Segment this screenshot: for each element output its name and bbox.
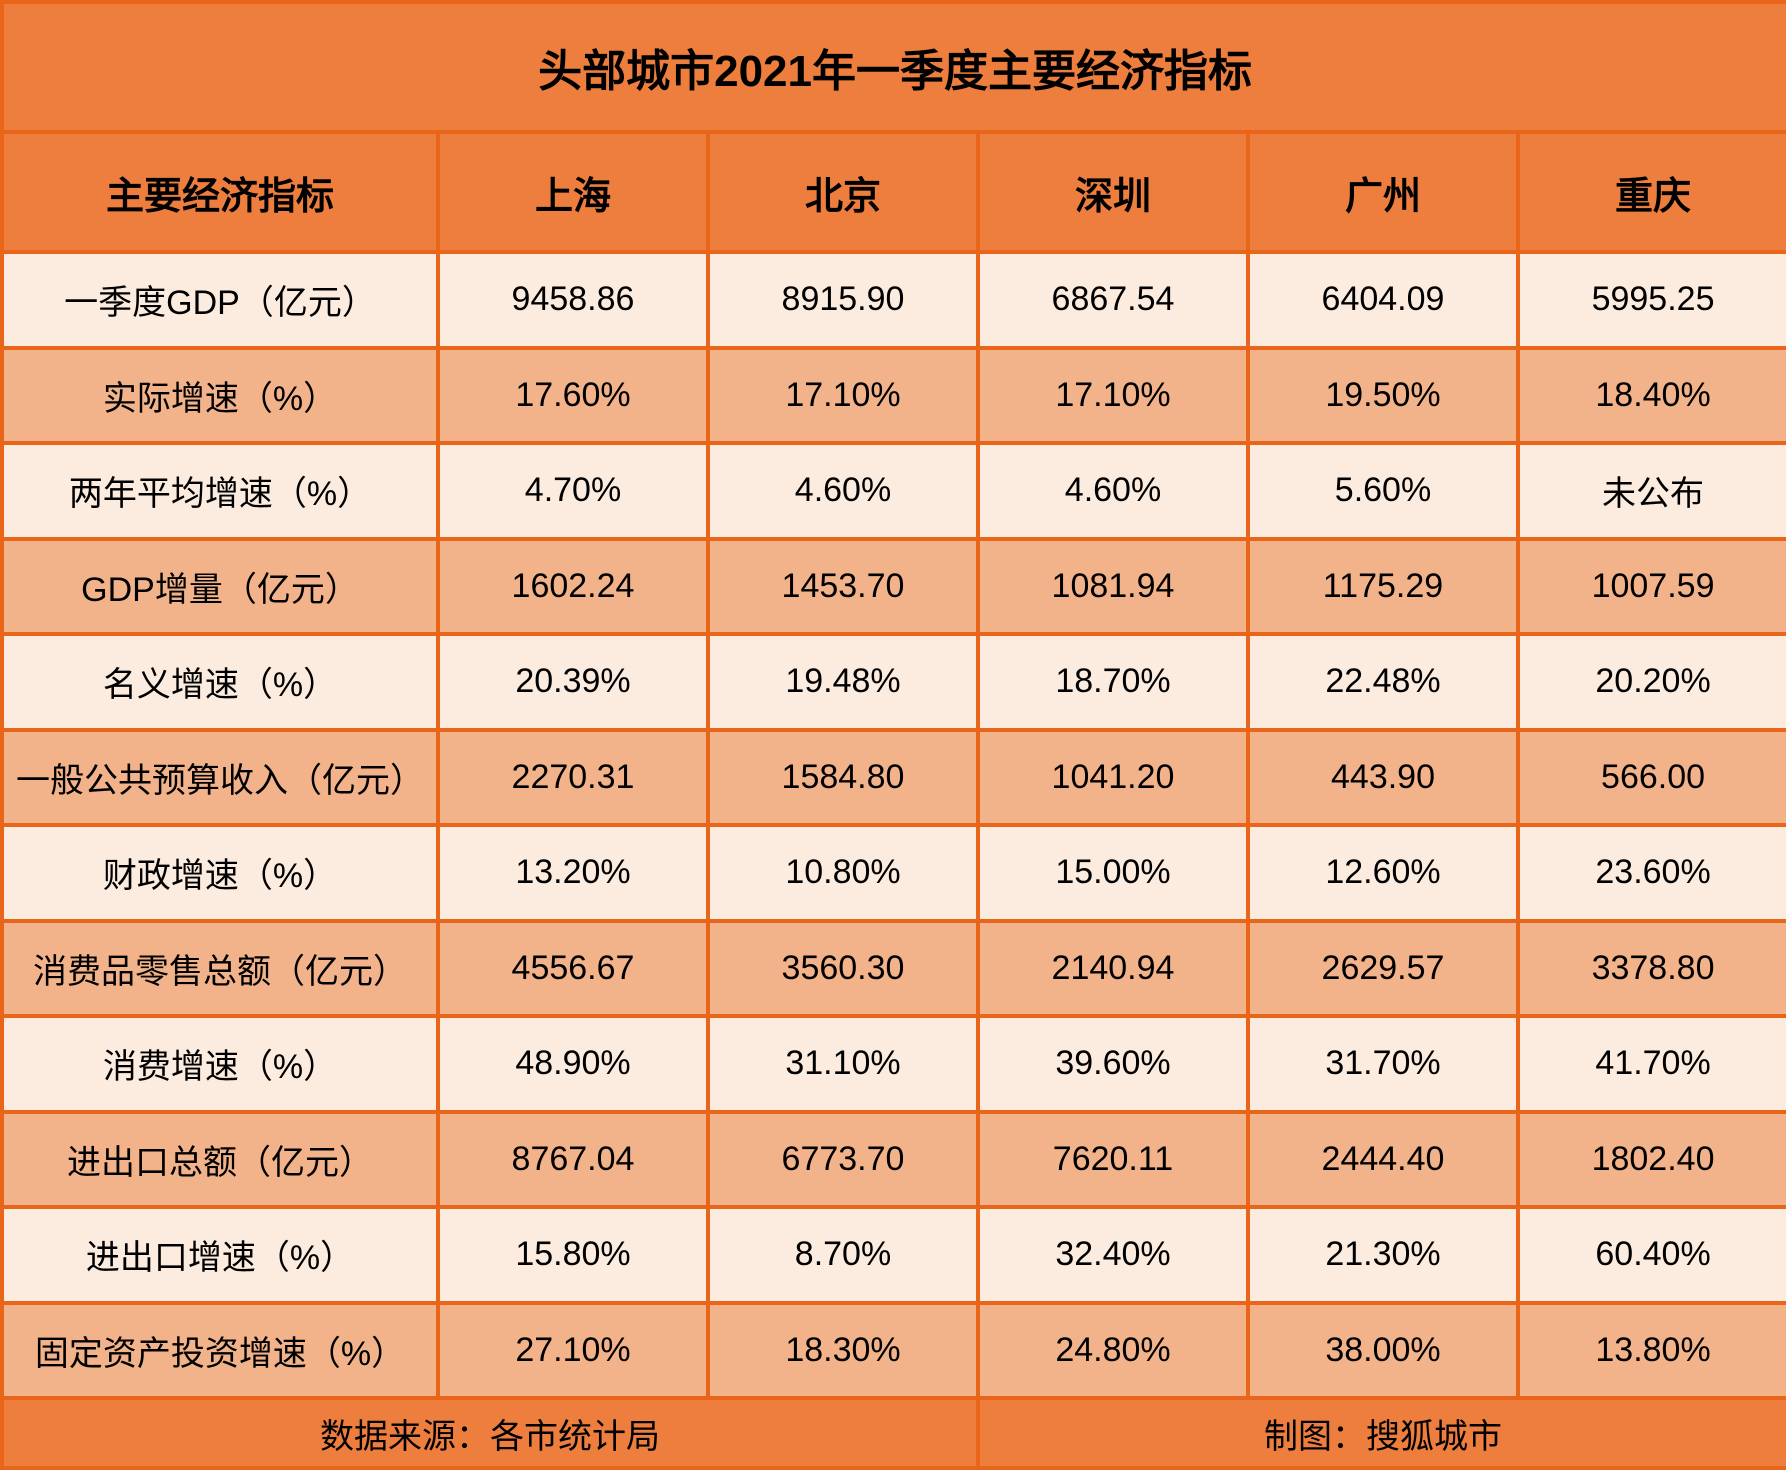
data-cell: 8767.04 <box>438 1112 708 1208</box>
data-cell: 15.00% <box>978 825 1248 921</box>
data-cell: 4556.67 <box>438 921 708 1017</box>
table-row: 进出口增速（%）15.80%8.70%32.40%21.30%60.40% <box>2 1207 1786 1303</box>
data-cell: 23.60% <box>1518 825 1786 921</box>
footer-row: 数据来源：各市统计局 制图：搜狐城市 <box>2 1398 1786 1468</box>
data-cell: 443.90 <box>1248 730 1518 826</box>
data-cell: 31.10% <box>708 1016 978 1112</box>
data-cell: 19.48% <box>708 634 978 730</box>
data-cell: 1041.20 <box>978 730 1248 826</box>
data-cell: 17.10% <box>708 348 978 444</box>
data-cell: 2140.94 <box>978 921 1248 1017</box>
data-cell: 1453.70 <box>708 539 978 635</box>
data-cell: 13.20% <box>438 825 708 921</box>
data-cell: 31.70% <box>1248 1016 1518 1112</box>
indicator-label: 固定资产投资增速（%） <box>2 1303 438 1399</box>
header-city: 广州 <box>1248 132 1518 252</box>
data-cell: 17.10% <box>978 348 1248 444</box>
data-cell: 17.60% <box>438 348 708 444</box>
data-cell: 13.80% <box>1518 1303 1786 1399</box>
header-indicator: 主要经济指标 <box>2 132 438 252</box>
data-cell: 20.39% <box>438 634 708 730</box>
indicator-label: 进出口总额（亿元） <box>2 1112 438 1208</box>
data-cell: 22.48% <box>1248 634 1518 730</box>
data-cell: 9458.86 <box>438 252 708 348</box>
table-row: 一季度GDP（亿元）9458.868915.906867.546404.0959… <box>2 252 1786 348</box>
header-city: 深圳 <box>978 132 1248 252</box>
data-cell: 2629.57 <box>1248 921 1518 1017</box>
data-cell: 8.70% <box>708 1207 978 1303</box>
economic-indicators-table: 头部城市2021年一季度主要经济指标 主要经济指标 上海 北京 深圳 广州 重庆… <box>0 0 1786 1470</box>
indicator-label: GDP增量（亿元） <box>2 539 438 635</box>
data-cell: 19.50% <box>1248 348 1518 444</box>
data-cell: 41.70% <box>1518 1016 1786 1112</box>
indicator-label: 实际增速（%） <box>2 348 438 444</box>
header-city: 重庆 <box>1518 132 1786 252</box>
table-row: 实际增速（%）17.60%17.10%17.10%19.50%18.40% <box>2 348 1786 444</box>
data-cell: 3378.80 <box>1518 921 1786 1017</box>
data-cell: 38.00% <box>1248 1303 1518 1399</box>
indicator-label: 两年平均增速（%） <box>2 443 438 539</box>
data-cell: 5995.25 <box>1518 252 1786 348</box>
data-cell: 21.30% <box>1248 1207 1518 1303</box>
data-cell: 未公布 <box>1518 443 1786 539</box>
table-title: 头部城市2021年一季度主要经济指标 <box>2 2 1786 132</box>
data-cell: 39.60% <box>978 1016 1248 1112</box>
data-cell: 60.40% <box>1518 1207 1786 1303</box>
indicator-label: 进出口增速（%） <box>2 1207 438 1303</box>
table-row: 一般公共预算收入（亿元）2270.311584.801041.20443.905… <box>2 730 1786 826</box>
data-cell: 6773.70 <box>708 1112 978 1208</box>
data-cell: 1007.59 <box>1518 539 1786 635</box>
data-cell: 27.10% <box>438 1303 708 1399</box>
data-cell: 2444.40 <box>1248 1112 1518 1208</box>
footer-source: 数据来源：各市统计局 <box>2 1398 978 1468</box>
title-row: 头部城市2021年一季度主要经济指标 <box>2 2 1786 132</box>
table-body: 一季度GDP（亿元）9458.868915.906867.546404.0959… <box>2 252 1786 1398</box>
data-cell: 4.70% <box>438 443 708 539</box>
data-cell: 32.40% <box>978 1207 1248 1303</box>
header-city: 上海 <box>438 132 708 252</box>
indicator-label: 消费增速（%） <box>2 1016 438 1112</box>
data-cell: 18.30% <box>708 1303 978 1399</box>
data-cell: 12.60% <box>1248 825 1518 921</box>
data-cell: 6404.09 <box>1248 252 1518 348</box>
data-cell: 7620.11 <box>978 1112 1248 1208</box>
table-row: 名义增速（%）20.39%19.48%18.70%22.48%20.20% <box>2 634 1786 730</box>
header-row: 主要经济指标 上海 北京 深圳 广州 重庆 <box>2 132 1786 252</box>
data-cell: 24.80% <box>978 1303 1248 1399</box>
data-cell: 1802.40 <box>1518 1112 1786 1208</box>
data-cell: 18.70% <box>978 634 1248 730</box>
data-cell: 15.80% <box>438 1207 708 1303</box>
data-cell: 5.60% <box>1248 443 1518 539</box>
data-cell: 8915.90 <box>708 252 978 348</box>
data-table: 头部城市2021年一季度主要经济指标 主要经济指标 上海 北京 深圳 广州 重庆… <box>0 0 1786 1470</box>
indicator-label: 消费品零售总额（亿元） <box>2 921 438 1017</box>
data-cell: 4.60% <box>978 443 1248 539</box>
data-cell: 566.00 <box>1518 730 1786 826</box>
header-city: 北京 <box>708 132 978 252</box>
data-cell: 3560.30 <box>708 921 978 1017</box>
indicator-label: 一季度GDP（亿元） <box>2 252 438 348</box>
footer-credit: 制图：搜狐城市 <box>978 1398 1786 1468</box>
data-cell: 1602.24 <box>438 539 708 635</box>
table-row: 消费增速（%）48.90%31.10%39.60%31.70%41.70% <box>2 1016 1786 1112</box>
data-cell: 1175.29 <box>1248 539 1518 635</box>
indicator-label: 一般公共预算收入（亿元） <box>2 730 438 826</box>
indicator-label: 名义增速（%） <box>2 634 438 730</box>
table-row: 进出口总额（亿元）8767.046773.707620.112444.40180… <box>2 1112 1786 1208</box>
data-cell: 10.80% <box>708 825 978 921</box>
data-cell: 1081.94 <box>978 539 1248 635</box>
table-row: 消费品零售总额（亿元）4556.673560.302140.942629.573… <box>2 921 1786 1017</box>
data-cell: 48.90% <box>438 1016 708 1112</box>
table-row: 两年平均增速（%）4.70%4.60%4.60%5.60%未公布 <box>2 443 1786 539</box>
data-cell: 6867.54 <box>978 252 1248 348</box>
table-row: 固定资产投资增速（%）27.10%18.30%24.80%38.00%13.80… <box>2 1303 1786 1399</box>
data-cell: 4.60% <box>708 443 978 539</box>
table-row: 财政增速（%）13.20%10.80%15.00%12.60%23.60% <box>2 825 1786 921</box>
table-row: GDP增量（亿元）1602.241453.701081.941175.29100… <box>2 539 1786 635</box>
data-cell: 1584.80 <box>708 730 978 826</box>
indicator-label: 财政增速（%） <box>2 825 438 921</box>
data-cell: 20.20% <box>1518 634 1786 730</box>
data-cell: 2270.31 <box>438 730 708 826</box>
data-cell: 18.40% <box>1518 348 1786 444</box>
